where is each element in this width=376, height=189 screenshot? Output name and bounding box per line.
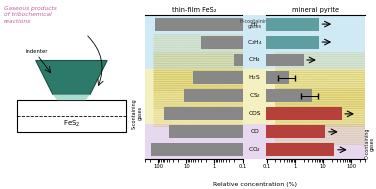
Bar — [243, 123, 266, 141]
Bar — [0, 18, 319, 31]
Bar — [0, 36, 319, 49]
Text: Relative concentration (%): Relative concentration (%) — [213, 182, 297, 187]
Bar — [243, 141, 266, 159]
Bar — [169, 125, 376, 138]
Text: H$_2$S: H$_2$S — [249, 74, 261, 82]
Polygon shape — [36, 60, 107, 94]
Text: CO$_2$: CO$_2$ — [248, 145, 261, 154]
Text: indenter: indenter — [26, 49, 48, 53]
Bar — [193, 71, 376, 84]
Bar — [266, 33, 365, 51]
Bar — [145, 123, 243, 141]
Bar — [0, 143, 334, 156]
Text: COS: COS — [249, 111, 261, 116]
Title: mineral pyrite: mineral pyrite — [292, 7, 339, 13]
Bar — [266, 141, 365, 159]
Bar — [0, 53, 303, 67]
Text: C$_2$H$_4$: C$_2$H$_4$ — [247, 38, 262, 46]
Bar — [266, 87, 365, 105]
Bar — [266, 69, 365, 87]
Text: CH$_4$: CH$_4$ — [248, 56, 261, 64]
Polygon shape — [53, 94, 90, 100]
Text: S-containing
gases: S-containing gases — [132, 98, 143, 129]
Text: H-containing
gases: H-containing gases — [239, 19, 270, 29]
Bar — [266, 105, 365, 123]
Bar — [243, 51, 266, 69]
Bar — [243, 15, 266, 33]
Bar — [145, 141, 243, 159]
Text: H$_2$: H$_2$ — [250, 20, 259, 29]
Bar — [201, 36, 376, 49]
Bar — [243, 33, 266, 51]
Bar — [0, 89, 312, 102]
Bar — [145, 33, 243, 51]
Text: Gaseous products
of tribochemical
reactions: Gaseous products of tribochemical reacti… — [4, 6, 57, 24]
Bar — [155, 18, 376, 31]
Text: O-containing
gases: O-containing gases — [364, 128, 375, 159]
Text: CO: CO — [250, 129, 259, 134]
Bar — [145, 69, 243, 87]
Bar — [266, 123, 365, 141]
Bar — [266, 15, 365, 33]
Bar — [151, 143, 376, 156]
Bar — [184, 89, 376, 102]
Text: FeS$_2$: FeS$_2$ — [63, 119, 80, 129]
Bar — [243, 87, 266, 105]
Bar — [243, 69, 266, 87]
Bar — [243, 105, 266, 123]
Title: thin-film FeS₂: thin-film FeS₂ — [172, 7, 216, 13]
Bar — [145, 87, 243, 105]
Bar — [0, 71, 289, 84]
Bar — [17, 100, 126, 132]
Bar — [266, 51, 365, 69]
Bar — [0, 125, 325, 138]
Bar — [145, 15, 243, 33]
Bar — [145, 105, 243, 123]
Bar — [234, 53, 376, 67]
Text: CS$_2$: CS$_2$ — [249, 91, 261, 100]
Bar — [164, 107, 376, 120]
Bar — [0, 107, 341, 120]
Bar — [145, 51, 243, 69]
